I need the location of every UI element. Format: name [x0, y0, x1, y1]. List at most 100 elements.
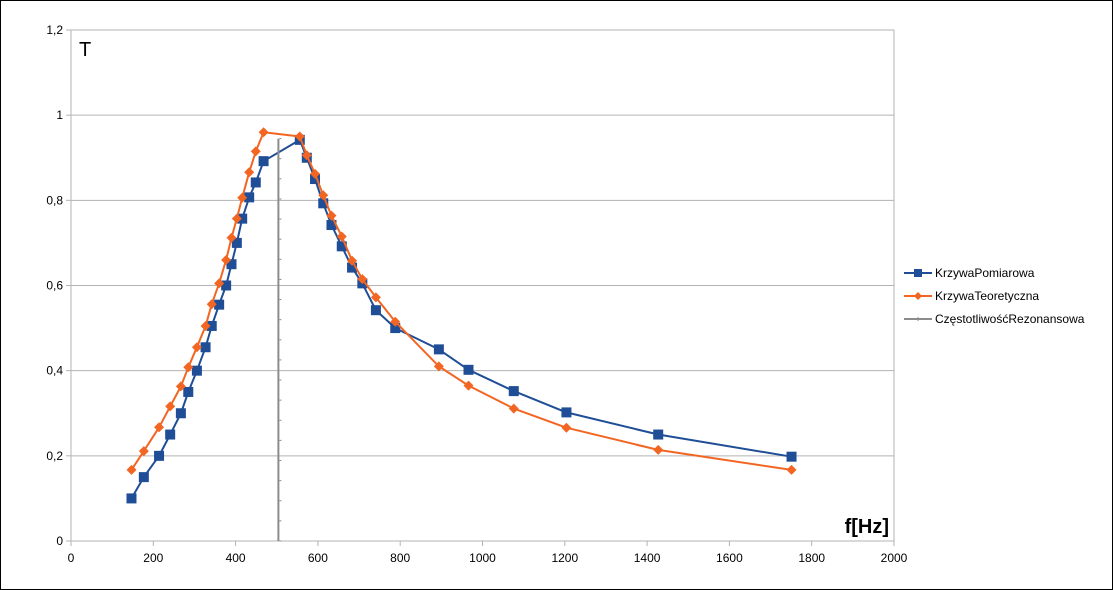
x-tick-label: 1200 [551, 551, 578, 565]
data-point [258, 156, 269, 167]
y-tick-label: 0,8 [46, 193, 63, 207]
data-point [786, 451, 797, 462]
legend-marker [914, 269, 922, 277]
series-CzęstotliwośćRezonansowa [277, 138, 282, 542]
data-point [231, 237, 242, 248]
data-point [433, 344, 444, 355]
grid-lines [71, 29, 894, 457]
data-point [653, 444, 664, 455]
data-point [138, 446, 149, 457]
data-point [336, 231, 347, 242]
data-point [183, 386, 194, 397]
data-point [138, 472, 149, 483]
y-tick-label: 1,2 [46, 23, 63, 37]
y-tick-label: 0 [56, 534, 63, 548]
data-point [301, 150, 312, 161]
data-point [183, 362, 194, 373]
data-point [206, 299, 217, 310]
x-tick-label: 0 [68, 551, 75, 565]
x-tick-label: 200 [143, 551, 163, 565]
data-point [310, 168, 321, 179]
data-point [191, 365, 202, 376]
series-layer [126, 127, 797, 542]
legend-label: KrzywaPomiarowa [935, 266, 1035, 280]
data-point [390, 323, 401, 334]
legend-item: CzęstotliwośćRezonansowa [904, 312, 1085, 326]
y-tick-labels: 0 0,2 0,4 0,6 0,8 1 1,2 [46, 23, 63, 548]
y-tick-label: 0,6 [46, 279, 63, 293]
data-point [237, 213, 248, 224]
data-point [433, 361, 444, 372]
data-point [226, 259, 237, 270]
data-point [326, 210, 337, 221]
legend-label: CzęstotliwośćRezonansowa [935, 312, 1085, 326]
data-point [336, 241, 347, 252]
x-tick-labels: 0 200 400 600 800 1000 1200 1400 1600 1800 2000 [68, 551, 908, 565]
data-point [175, 381, 186, 392]
data-point [206, 320, 217, 331]
data-point [786, 464, 797, 475]
legend-item: KrzywaPomiarowa [904, 266, 1035, 280]
data-point [165, 429, 176, 440]
data-point [508, 386, 519, 397]
data-point [237, 192, 248, 203]
x-tick-label: 1600 [716, 551, 743, 565]
axes [66, 29, 895, 546]
data-point [347, 262, 358, 273]
data-point [200, 342, 211, 353]
x-axis-title: f[Hz] [845, 516, 889, 538]
data-point [310, 174, 321, 185]
x-tick-label: 1000 [469, 551, 496, 565]
data-point [214, 278, 225, 289]
series-KrzywaTeoretyczna [126, 127, 797, 475]
data-point [463, 380, 474, 391]
data-point [221, 254, 232, 265]
data-point [357, 274, 368, 285]
data-point [175, 408, 186, 419]
legend-marker [914, 292, 922, 300]
data-point [463, 364, 474, 375]
data-point [250, 146, 261, 157]
y-tick-label: 0,4 [46, 364, 63, 378]
data-point [191, 342, 202, 353]
data-point [244, 167, 255, 178]
x-tick-label: 1800 [798, 551, 825, 565]
data-point [214, 299, 225, 310]
y-axis-title: T [79, 39, 91, 61]
data-point [318, 190, 329, 201]
data-point [508, 403, 519, 414]
data-point [370, 305, 381, 316]
legend-label: KrzywaTeoretyczna [935, 289, 1039, 303]
x-tick-label: 600 [308, 551, 328, 565]
data-point [165, 401, 176, 412]
data-point [653, 429, 664, 440]
data-point [390, 316, 401, 327]
data-point [200, 320, 211, 331]
data-point [244, 192, 255, 203]
data-point [250, 177, 261, 188]
data-point [231, 213, 242, 224]
data-point [154, 422, 165, 433]
data-point [226, 232, 237, 243]
data-point [154, 450, 165, 461]
data-point [318, 198, 329, 209]
x-tick-label: 2000 [881, 551, 908, 565]
data-point [258, 127, 269, 138]
data-point [326, 220, 337, 231]
data-point [126, 493, 137, 504]
legend-item: KrzywaTeoretyczna [904, 289, 1039, 303]
data-point [561, 422, 572, 433]
data-point [221, 280, 232, 291]
series-KrzywaPomiarowa [126, 134, 797, 504]
y-tick-label: 0,2 [46, 449, 63, 463]
data-point [370, 292, 381, 303]
data-point [561, 407, 572, 418]
data-point [294, 131, 305, 142]
data-point [347, 255, 358, 266]
y-tick-label: 1 [56, 108, 63, 122]
legend: KrzywaPomiarowa KrzywaTeoretyczna Częstotl… [904, 266, 1085, 326]
x-tick-label: 800 [390, 551, 410, 565]
x-tick-label: 400 [226, 551, 246, 565]
